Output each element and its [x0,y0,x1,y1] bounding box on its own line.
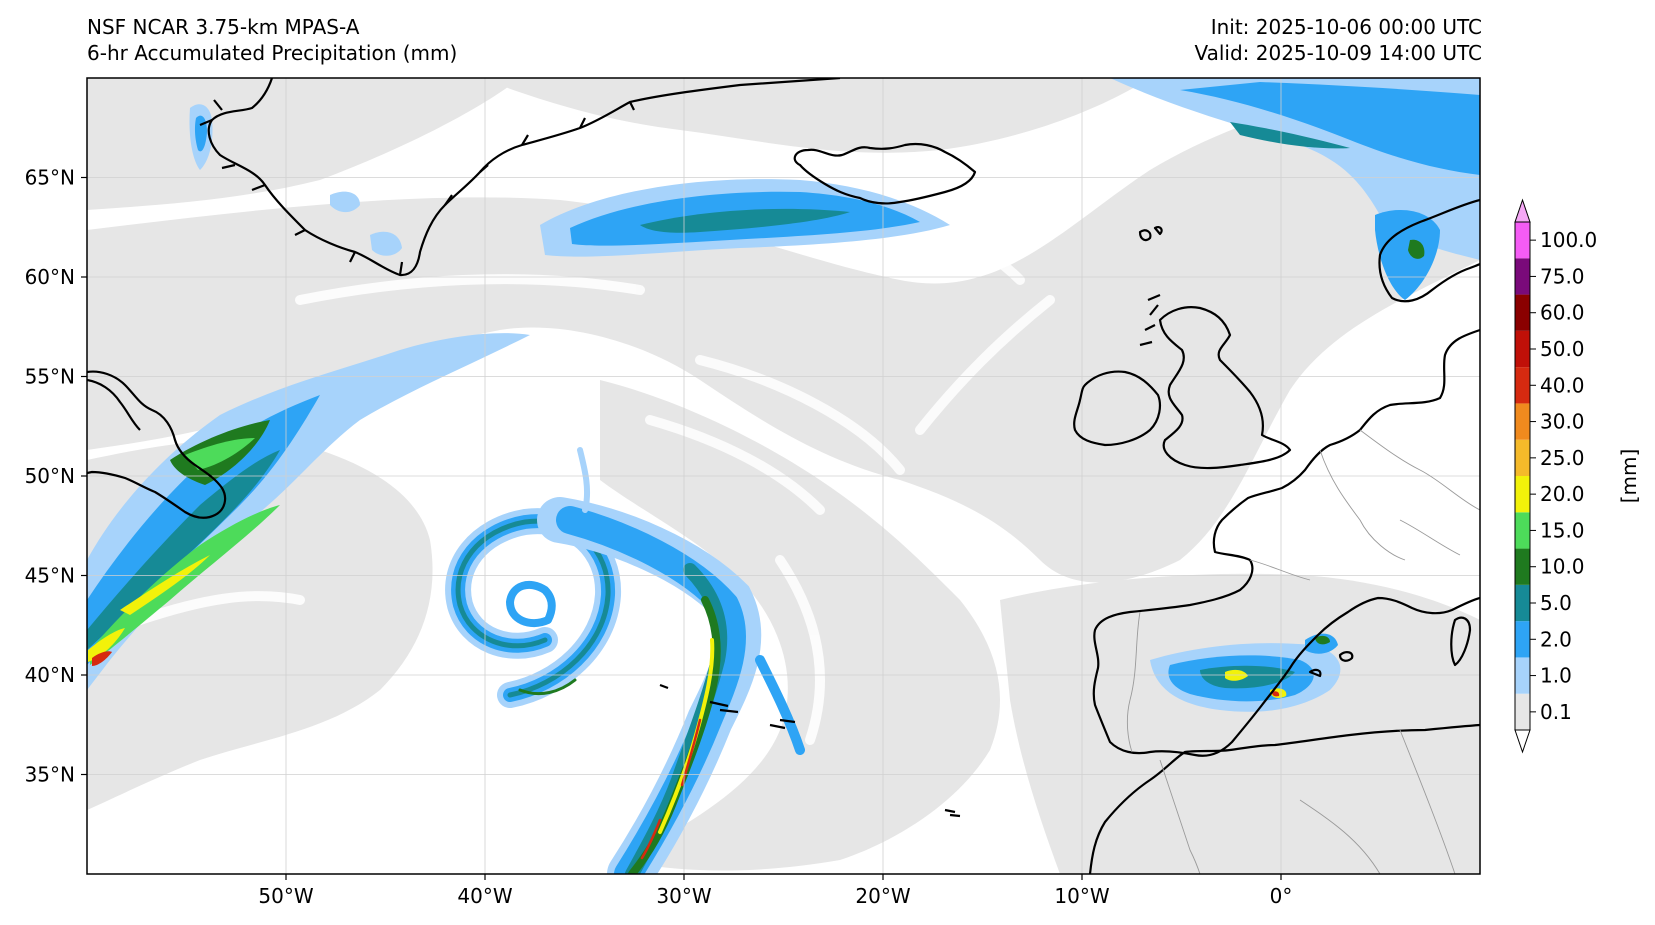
lat-tick-label: 45°N [25,564,75,588]
colorbar-segment [1515,330,1530,368]
colorbar-label: 1.0 [1540,664,1572,688]
newfoundland-coast [87,370,227,519]
faroe-islands [1138,226,1163,242]
colorbar-segment [1515,621,1530,658]
colorbar-label: 60.0 [1540,301,1585,325]
colorbar-over-arrow [1514,198,1531,223]
colorbar-segment [1515,294,1530,331]
country-borders [1126,429,1480,874]
madeira-canaries [944,808,961,818]
colorbar-segment [1515,657,1530,694]
lat-tick-label: 65°N [25,166,75,190]
model-title: NSF NCAR 3.75-km MPAS-A [87,15,360,39]
lon-tick-label: 40°W [457,884,512,908]
colorbar-segment [1515,258,1530,295]
ireland-coast [1073,370,1161,447]
africa-coast [1088,723,1480,874]
britain-coast [1158,306,1292,470]
lon-tick-label: 20°W [855,884,910,908]
precip-cold-front [537,447,805,874]
greenland-fjords [199,99,635,276]
colorbar-label: 20.0 [1540,482,1585,506]
lon-tick-label: 0° [1270,884,1293,908]
labrador-coast [87,378,141,431]
precip-band-iceland [540,179,950,257]
lat-tick-label: 60°N [25,265,75,289]
colorbar-unit-label: [mm] [1617,449,1641,504]
lon-tick-label: 50°W [258,884,313,908]
colorbar-segment [1515,693,1530,730]
colorbar-label: 40.0 [1540,373,1585,397]
colorbar-label: 75.0 [1540,264,1585,288]
colorbar-segment [1515,548,1530,585]
precip-band-newfoundland [87,333,530,690]
colorbar-label: 0.1 [1540,700,1572,724]
lon-tick-label: 10°W [1054,884,1109,908]
colorbar-segment [1515,439,1530,476]
precip-spiral-low [445,508,622,708]
colorbar-segment [1515,512,1530,549]
init-time: Init: 2025-10-06 00:00 UTC [1210,15,1482,39]
azores [659,683,796,730]
norway-coast [1378,198,1480,303]
colorbar: 0.1 1.0 2.0 5.0 10.0 15.0 20.0 25.0 30.0 40.0 50.0… [1514,198,1641,754]
colorbar-label: 50.0 [1540,337,1585,361]
colorbar-label: 2.0 [1540,627,1572,651]
colorbar-label: 15.0 [1540,518,1585,542]
lat-tick-label: 40°N [25,663,75,687]
colorbar-label: 100.0 [1540,228,1597,252]
precip-light-field [87,78,1480,874]
corsica-sardinia [1450,616,1472,667]
continent-coast [1092,328,1480,757]
colorbar-segment [1515,476,1530,513]
lat-tick-label: 35°N [25,763,75,787]
colorbar-segment [1515,367,1530,404]
valid-time: Valid: 2025-10-09 14:00 UTC [1194,41,1482,65]
lat-tick-label: 55°N [25,365,75,389]
balearic-islands [1308,651,1354,678]
map-content [87,78,1480,874]
colorbar-under-arrow [1514,729,1531,754]
coastlines [87,78,1480,874]
scotland-islands [1139,293,1161,347]
graticule [87,78,1480,874]
colorbar-frame [1514,221,1531,731]
colorbar-label: 5.0 [1540,591,1572,615]
time-block: Init: 2025-10-06 00:00 UTC Valid: 2025-1… [1194,14,1482,66]
colorbar-segment [1515,584,1530,622]
colorbar-segment [1515,222,1530,259]
iceland-coast [793,142,977,205]
title-block: NSF NCAR 3.75-km MPAS-A 6-hr Accumulated… [87,14,457,66]
lon-tick-label: 30°W [656,884,711,908]
colorbar-label: 25.0 [1540,446,1585,470]
lat-tick-label: 50°N [25,464,75,488]
colorbar-label: 10.0 [1540,555,1585,579]
precip-greenland [189,104,402,256]
field-title: 6-hr Accumulated Precipitation (mm) [87,41,458,65]
precip-iberia [1150,633,1341,712]
precip-band-norwegian-sea [1110,78,1480,300]
latitude-axis: 65°N 60°N 55°N 50°N 45°N 40°N 35°N [25,166,87,787]
colorbar-segment [1515,403,1530,440]
colorbar-label: 30.0 [1540,410,1585,434]
longitude-axis: 50°W 40°W 30°W 20°W 10°W 0° [258,874,1292,908]
